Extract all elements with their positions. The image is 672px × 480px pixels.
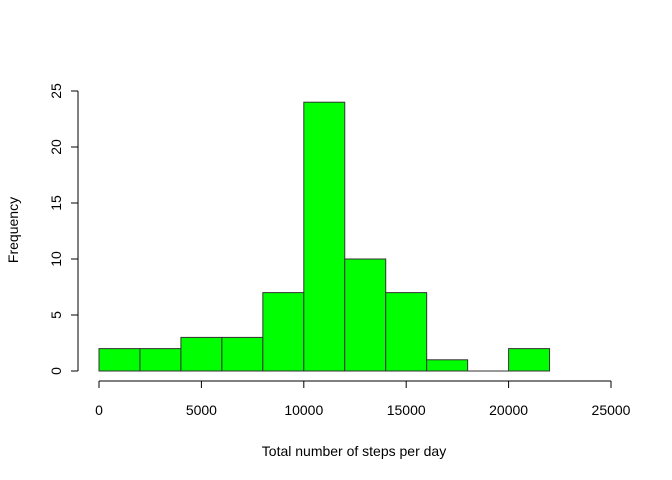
y-tick-label-2: 10 [48, 251, 64, 267]
x-tick-label-5: 25000 [592, 402, 631, 418]
x-tick-label-2: 10000 [284, 402, 323, 418]
histogram-bar-3 [221, 336, 264, 372]
x-tick-label-1: 5000 [186, 402, 217, 418]
bars-layer [98, 101, 551, 372]
histogram-bar-4 [262, 292, 305, 372]
histogram-bar-2 [180, 336, 223, 372]
y-tick-label-1: 5 [48, 311, 64, 319]
y-axis: 0 5 10 15 20 25 [48, 83, 79, 375]
y-tick-label-0: 0 [48, 367, 64, 375]
histogram-bar-8 [426, 359, 469, 372]
histogram-bar-5 [303, 101, 346, 372]
histogram-bar-6 [344, 258, 387, 372]
y-tick-label-4: 20 [48, 139, 64, 155]
histogram-bar-7 [385, 292, 428, 372]
x-axis-title: Total number of steps per day [262, 443, 446, 459]
x-tick-label-0: 0 [95, 402, 103, 418]
x-axis: 0 5000 10000 15000 20000 25000 [95, 380, 631, 418]
histogram-bar-10 [508, 348, 551, 372]
y-tick-label-3: 15 [48, 195, 64, 211]
histogram-bar-1 [139, 348, 182, 372]
x-tick-label-3: 15000 [387, 402, 426, 418]
y-axis-title: Frequency [5, 197, 21, 263]
y-tick-label-5: 25 [48, 83, 64, 99]
x-tick-label-4: 20000 [489, 402, 528, 418]
histogram-bar-0 [98, 348, 141, 372]
